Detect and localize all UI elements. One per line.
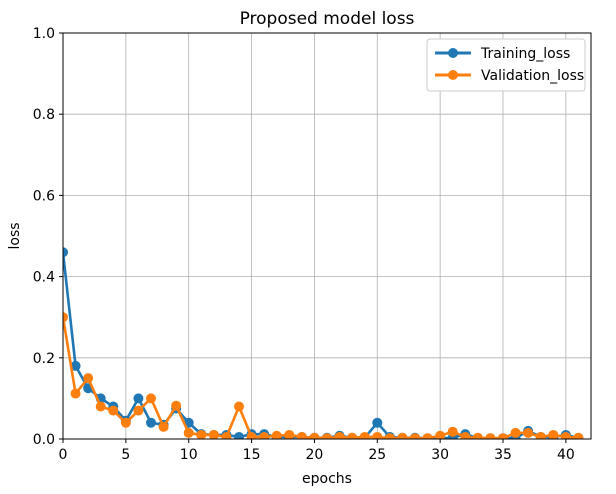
data-point <box>435 430 446 439</box>
data-point <box>548 429 559 439</box>
data-point <box>498 433 508 439</box>
grid <box>62 32 591 440</box>
x-tick-label: 30 <box>431 447 449 463</box>
data-point <box>347 432 358 439</box>
data-point <box>510 427 521 438</box>
legend: Training_loss Validation_loss <box>426 38 586 92</box>
data-point <box>208 429 219 439</box>
data-point <box>560 431 571 439</box>
data-point <box>573 432 584 439</box>
data-point <box>146 393 156 404</box>
data-point <box>284 429 295 439</box>
data-point <box>158 421 169 432</box>
x-tick-label: 10 <box>180 447 198 463</box>
y-tick-label: 0.6 <box>33 188 55 204</box>
data-point <box>485 433 496 439</box>
data-point <box>70 388 81 399</box>
legend-swatch-marker <box>448 70 458 80</box>
x-tick-label: 15 <box>243 447 261 463</box>
data-point <box>95 401 106 412</box>
chart-title: Proposed model loss <box>240 9 415 29</box>
data-point <box>196 429 207 439</box>
data-point <box>234 401 244 412</box>
data-point <box>460 431 471 439</box>
data-point <box>259 431 270 439</box>
plot-series <box>63 247 584 439</box>
data-point <box>535 431 546 439</box>
data-point <box>63 312 68 323</box>
data-point <box>133 405 144 416</box>
data-point <box>309 432 320 439</box>
data-point <box>372 431 383 439</box>
x-tick-label: 40 <box>557 447 575 463</box>
data-point <box>171 400 182 411</box>
x-tick-label: 25 <box>368 447 386 463</box>
data-point <box>523 427 534 438</box>
legend-item: Training_loss <box>435 46 570 62</box>
legend-swatch-marker <box>448 48 458 58</box>
data-point <box>372 417 383 428</box>
axis-ticks: 0 5 10 15 20 25 30 35 40 0.0 0.2 0.4 0.6 0.8 1.0 <box>33 26 575 463</box>
y-axis-label: loss <box>7 222 23 249</box>
legend-label: Validation_loss <box>481 68 584 84</box>
x-tick-label: 20 <box>306 447 324 463</box>
y-tick-label: 0.0 <box>33 432 55 448</box>
x-axis-label: epochs <box>302 471 352 487</box>
data-point <box>183 427 194 438</box>
series-validation-loss <box>63 312 584 439</box>
y-tick-label: 0.8 <box>33 107 55 123</box>
data-point <box>322 433 332 439</box>
x-tick-label: 0 <box>59 447 68 463</box>
x-tick-label: 35 <box>494 447 512 463</box>
data-point <box>359 431 370 439</box>
y-tick-label: 0.2 <box>33 351 55 367</box>
data-point <box>296 431 307 439</box>
data-point <box>221 431 232 439</box>
data-point <box>447 426 458 437</box>
plot-frame <box>62 32 592 440</box>
data-point <box>108 405 119 416</box>
data-point <box>334 431 345 439</box>
data-point <box>133 393 144 404</box>
y-tick-label: 1.0 <box>33 26 55 42</box>
data-point <box>63 247 68 258</box>
data-point <box>83 373 94 384</box>
data-point <box>70 360 81 371</box>
data-point <box>384 433 395 439</box>
legend-item: Validation_loss <box>435 68 584 84</box>
data-point <box>120 417 131 428</box>
data-point <box>397 432 408 439</box>
data-point <box>410 433 420 439</box>
data-point <box>271 430 282 439</box>
data-point <box>472 432 483 439</box>
data-point <box>146 417 156 428</box>
data-point <box>234 431 244 439</box>
x-tick-label: 5 <box>121 447 130 463</box>
data-point <box>246 431 257 439</box>
series-line <box>63 316 579 439</box>
data-point <box>422 433 433 439</box>
y-tick-label: 0.4 <box>33 270 55 286</box>
legend-label: Training_loss <box>480 46 570 62</box>
